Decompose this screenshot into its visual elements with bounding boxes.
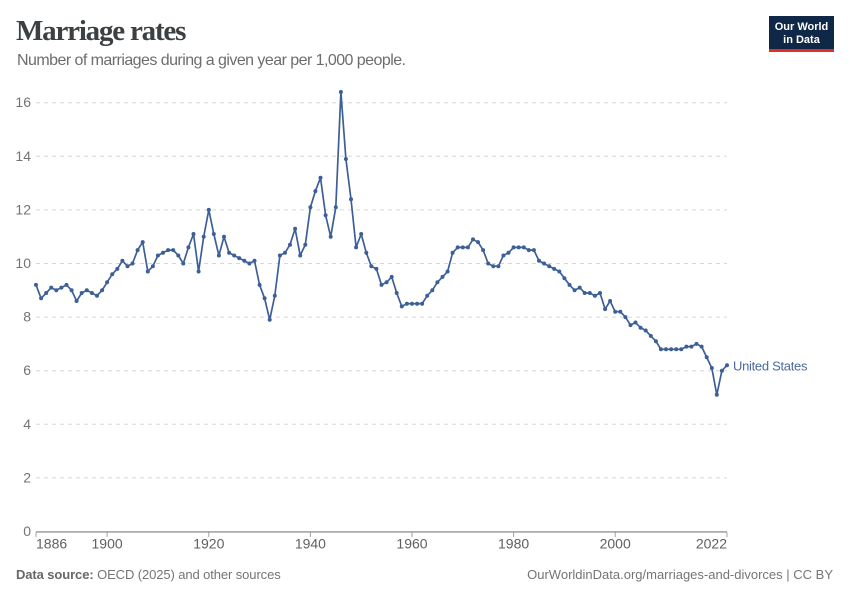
svg-text:0: 0 — [23, 523, 31, 539]
svg-text:1900: 1900 — [92, 536, 123, 552]
svg-text:10: 10 — [15, 255, 31, 271]
svg-text:1920: 1920 — [193, 536, 224, 552]
svg-text:2000: 2000 — [600, 536, 631, 552]
svg-text:1940: 1940 — [295, 536, 326, 552]
svg-text:6: 6 — [23, 362, 31, 378]
svg-text:14: 14 — [15, 148, 31, 164]
svg-text:2: 2 — [23, 469, 31, 485]
svg-text:12: 12 — [15, 201, 31, 217]
svg-text:1960: 1960 — [396, 536, 427, 552]
svg-text:2022: 2022 — [696, 536, 727, 552]
svg-text:United States: United States — [733, 359, 808, 374]
svg-text:1886: 1886 — [36, 536, 67, 552]
svg-text:8: 8 — [23, 309, 31, 325]
svg-text:16: 16 — [15, 94, 31, 110]
svg-text:4: 4 — [23, 416, 31, 432]
svg-text:1980: 1980 — [498, 536, 529, 552]
